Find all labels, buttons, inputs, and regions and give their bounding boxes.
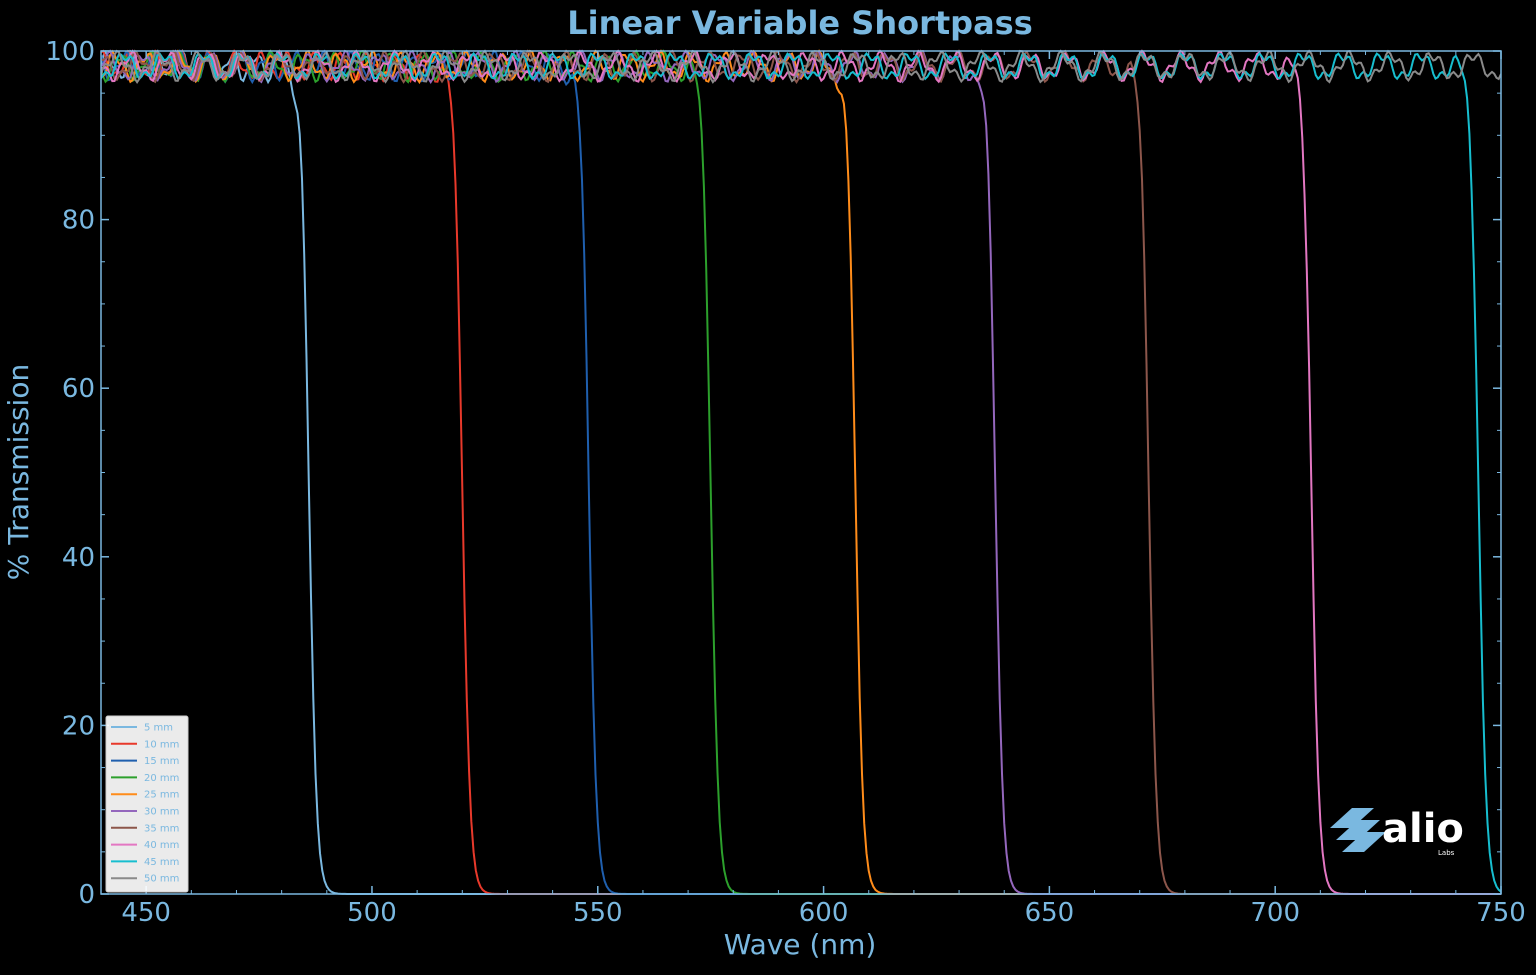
chart-title: Linear Variable Shortpass [567,4,1033,42]
logo-mark-icon [1330,808,1386,852]
legend-label: 5 mm [144,723,173,734]
legend-label: 20 mm [144,773,179,784]
x-tick-label: 550 [573,898,623,928]
series-line [101,49,1501,85]
y-tick-label: 20 [62,711,95,741]
series-line [101,49,1501,895]
plot-frame [100,50,1502,895]
x-axis-title: Wave (nm) [724,928,877,961]
legend-label: 45 mm [144,857,179,868]
legend-label: 30 mm [144,807,179,818]
x-tick-label: 600 [799,898,849,928]
alio-logo: alio Labs [1330,806,1464,857]
series-line [101,49,1501,895]
series-line [101,51,1501,893]
series-line [101,49,1501,895]
x-tick-label: 500 [347,898,397,928]
x-tick-label: 750 [1476,898,1526,928]
series-line [101,49,1501,895]
logo-subtext: Labs [1438,849,1455,857]
y-tick-label: 0 [78,880,95,910]
series-line [101,49,1501,895]
legend-label: 10 mm [144,739,179,750]
axes: 450 500 550 600 650 700 750 0 20 40 60 80 100 [45,37,1525,928]
legend-label: 35 mm [144,823,179,834]
plot-series [101,49,1501,895]
series-line [101,49,1501,895]
x-tick-label: 700 [1250,898,1300,928]
legend: 5 mm 10 mm 15 mm 20 mm 25 mm 30 mm 35 mm 40 mm 4… [105,715,189,893]
legend-label: 40 mm [144,840,179,851]
x-tick-label: 450 [121,898,171,928]
series-line [101,49,1501,895]
y-tick-label: 40 [62,543,95,573]
y-tick-label: 80 [62,206,95,236]
legend-label: 15 mm [144,756,179,767]
y-axis-title: % Transmission [2,364,35,580]
x-tick-label: 650 [1025,898,1075,928]
series-line [101,49,1501,895]
legend-label: 50 mm [144,874,179,885]
y-tick-label: 100 [45,37,95,67]
y-tick-label: 60 [62,374,95,404]
legend-label: 25 mm [144,790,179,801]
logo-text: alio [1382,806,1464,852]
